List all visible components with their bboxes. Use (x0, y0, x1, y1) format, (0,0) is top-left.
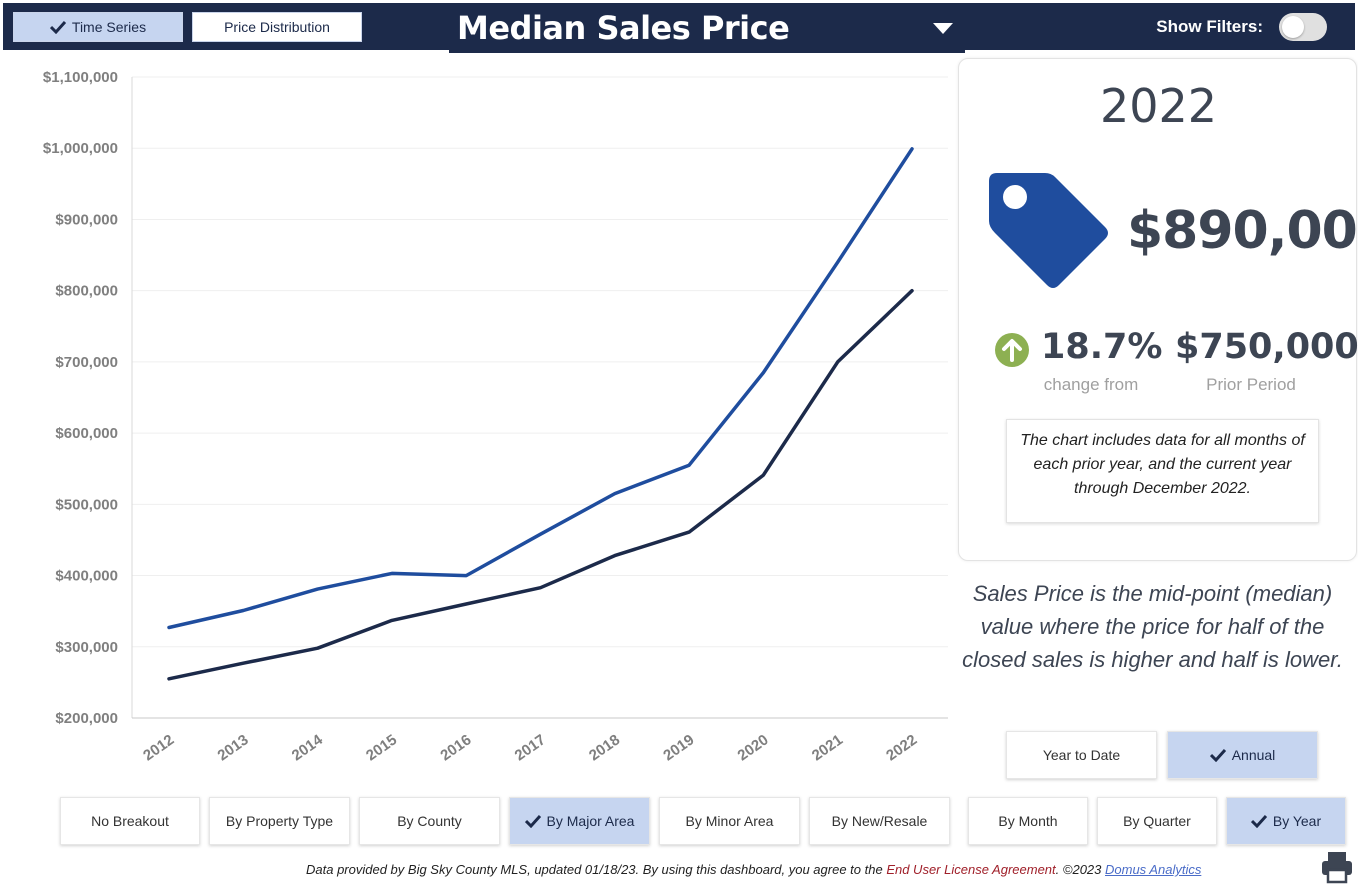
y-tick-label: $1,000,000 (43, 140, 118, 157)
by-major-area-label: By Major Area (546, 813, 635, 829)
by-minor-area-button[interactable]: By Minor Area (659, 797, 800, 845)
year-to-date-button[interactable]: Year to Date (1006, 731, 1157, 779)
chart-gridlines (131, 76, 948, 719)
series-line-1[interactable] (167, 147, 914, 630)
show-filters-label: Show Filters: (1156, 17, 1263, 36)
check-icon (49, 20, 66, 34)
y-tick-label: $800,000 (55, 283, 118, 300)
y-tick-label: $700,000 (55, 354, 118, 371)
print-icon[interactable] (1320, 850, 1354, 884)
kpi-change-label: change from (1043, 375, 1139, 394)
x-axis-ticks: 2012 2013 2014 2015 2016 2017 2018 2019 2020 2021… (140, 731, 920, 764)
y-tick-label: $300,000 (55, 639, 118, 656)
check-icon (1250, 814, 1267, 828)
kpi-change-pct: 18.7% (1041, 327, 1163, 367)
by-new-resale-label: By New/Resale (831, 813, 928, 829)
median-price-line-chart: $200,000 $300,000 $400,000 $500,000 $600,000… (43, 69, 948, 764)
y-tick-label: $200,000 (55, 710, 118, 727)
by-month-button[interactable]: By Month (968, 797, 1088, 845)
annual-label: Annual (1231, 747, 1276, 763)
kpi-year: 2022 (1099, 79, 1218, 133)
by-county-button[interactable]: By County (359, 797, 500, 845)
y-tick-label: $900,000 (55, 211, 118, 228)
metric-definition: Sales Price is the mid-point (median) va… (962, 581, 1343, 672)
chart-series (167, 147, 914, 681)
check-icon (1209, 748, 1226, 762)
no-breakout-button[interactable]: No Breakout (60, 797, 200, 845)
check-icon (524, 814, 541, 828)
y-tick-label: $500,000 (55, 496, 118, 513)
x-tick-label: 2016 (437, 731, 474, 764)
x-tick-label: 2012 (140, 731, 177, 764)
footer-text: Data provided by Big Sky County MLS, upd… (306, 862, 887, 877)
footer-copyright: . ©2023 (1055, 862, 1105, 877)
y-axis-ticks: $200,000 $300,000 $400,000 $500,000 $600,000… (43, 69, 118, 727)
by-month-label: By Month (998, 813, 1058, 829)
y-tick-label: $400,000 (55, 568, 118, 585)
kpi-prior-value: $750,000 (1175, 327, 1358, 367)
series-line-2[interactable] (167, 288, 914, 681)
domus-analytics-link[interactable]: Domus Analytics (1105, 862, 1202, 877)
x-tick-label: 2019 (660, 731, 697, 764)
by-major-area-button[interactable]: By Major Area (509, 797, 650, 845)
kpi-card: 2022 $890,000 18.7% $750,000 change from… (958, 58, 1358, 561)
caret-down-icon[interactable] (933, 23, 953, 34)
tab-time-series[interactable]: Time Series (13, 12, 183, 42)
year-to-date-label: Year to Date (1042, 747, 1121, 763)
footer: Data provided by Big Sky County MLS, upd… (0, 862, 1358, 877)
by-minor-area-label: By Minor Area (685, 813, 774, 829)
kpi-value: $890,000 (1127, 201, 1358, 261)
y-tick-label: $600,000 (55, 425, 118, 442)
x-tick-label: 2014 (289, 731, 327, 764)
no-breakout-label: No Breakout (91, 813, 169, 829)
price-tag-icon (989, 173, 1108, 288)
x-tick-label: 2018 (586, 731, 623, 764)
by-quarter-button[interactable]: By Quarter (1097, 797, 1217, 845)
eula-link[interactable]: End User License Agreement (886, 862, 1056, 877)
x-tick-label: 2020 (735, 731, 772, 764)
toggle-knob (1282, 16, 1304, 38)
by-county-label: By County (397, 813, 462, 829)
x-tick-label: 2015 (363, 731, 400, 764)
tab-price-distribution-label: Price Distribution (224, 19, 330, 35)
show-filters-toggle[interactable] (1279, 13, 1327, 41)
by-property-type-label: By Property Type (225, 813, 334, 829)
x-tick-label: 2021 (809, 731, 846, 764)
x-tick-label: 2013 (215, 731, 252, 764)
arrow-up-circle-icon (995, 333, 1029, 367)
by-year-label: By Year (1272, 813, 1322, 829)
tab-price-distribution[interactable]: Price Distribution (192, 12, 362, 42)
chart-note: The chart includes data for all months o… (1006, 419, 1319, 523)
x-tick-label: 2017 (512, 731, 549, 764)
by-new-resale-button[interactable]: By New/Resale (809, 797, 950, 845)
annual-button[interactable]: Annual (1167, 731, 1318, 779)
y-tick-label: $1,100,000 (43, 69, 118, 86)
by-year-button[interactable]: By Year (1226, 797, 1346, 845)
top-bar: Time Series Price Distribution Median Sa… (3, 3, 1355, 53)
metric-selector[interactable]: Median Sales Price (449, 3, 965, 53)
by-property-type-button[interactable]: By Property Type (209, 797, 350, 845)
x-tick-label: 2022 (883, 731, 920, 764)
by-quarter-label: By Quarter (1123, 813, 1191, 829)
tab-time-series-label: Time Series (71, 19, 147, 35)
kpi-prior-label: Prior Period (1206, 375, 1296, 394)
page-title: Median Sales Price (457, 9, 790, 47)
